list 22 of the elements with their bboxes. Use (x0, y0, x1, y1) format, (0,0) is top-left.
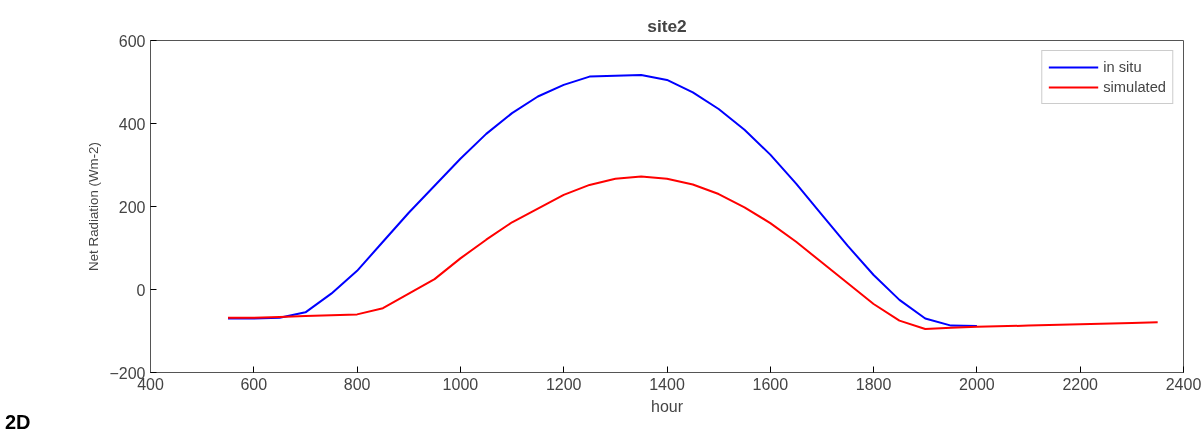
x-tick-label: 800 (343, 375, 371, 393)
x-tick-label: 2000 (959, 375, 995, 393)
text: 2D (5, 410, 31, 434)
line-series (226, 73, 978, 328)
y-tick-label: 400 (118, 115, 146, 133)
x-tick-label: 1200 (545, 375, 582, 393)
x-tick-label: 1400 (649, 375, 685, 393)
legend-label: simulated (1103, 79, 1166, 95)
x-axis-title: hour (650, 397, 684, 415)
x-tick-label: 1000 (442, 375, 479, 393)
x-tick-label: 1800 (855, 375, 892, 393)
line-series (226, 175, 1159, 330)
y-tick-label: 200 (118, 198, 146, 216)
x-tick-label: 600 (240, 375, 268, 393)
x-tick-label: 2200 (1062, 375, 1099, 393)
y-tick-label: 0 (136, 281, 146, 299)
y-tick-label: 600 (118, 32, 146, 50)
y-axis-title: Net Radiation (Wm-2) (86, 142, 102, 271)
legend-label: in situ (1103, 59, 1142, 75)
x-tick-label: 2400 (1165, 375, 1202, 393)
x-tick-label: 1600 (752, 375, 789, 393)
chart-title: site2 (647, 15, 687, 36)
